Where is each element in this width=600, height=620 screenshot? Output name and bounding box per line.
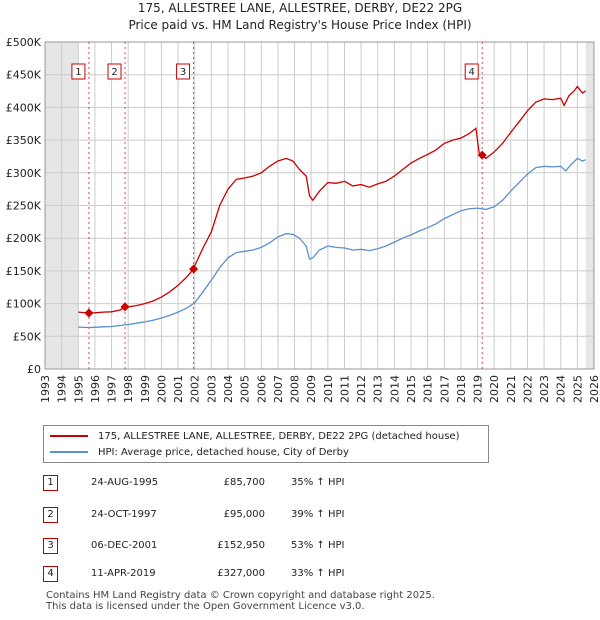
x-tick-label: 2006	[255, 375, 268, 403]
x-tick-label: 2023	[538, 375, 551, 403]
sale-label: 1	[75, 67, 81, 78]
x-tick-label: 1997	[106, 375, 119, 403]
sale-point	[84, 308, 94, 318]
x-tick-label: 2001	[172, 375, 185, 403]
y-tick-label: £450K	[6, 69, 42, 82]
x-tick-label: 1999	[139, 375, 152, 403]
x-tick-label: 2025	[571, 375, 584, 403]
hpi-series-line	[78, 157, 586, 329]
x-tick-label: 1994	[56, 375, 69, 403]
x-tick-label: 2008	[289, 375, 302, 403]
x-tick-label: 1996	[89, 375, 102, 403]
x-tick-label: 2011	[338, 375, 351, 403]
transaction-date: 24-AUG-1995	[91, 477, 159, 488]
sale-label: 4	[469, 67, 475, 78]
transaction-price: £152,950	[217, 540, 265, 551]
x-tick-label: 2020	[488, 375, 501, 403]
x-tick-label: 2000	[155, 375, 168, 403]
legend: 175, ALLESTREE LANE, ALLESTREE, DERBY, D…	[43, 425, 489, 463]
x-tick-label: 2024	[555, 375, 568, 403]
y-tick-label: £500K	[6, 36, 42, 49]
x-tick-label: 1995	[72, 375, 85, 403]
x-tick-label: 2002	[189, 375, 202, 403]
sale-point	[189, 264, 199, 274]
x-tick-label: 2012	[355, 375, 368, 403]
transaction-date: 11-APR-2019	[91, 568, 156, 579]
transaction-marker-label: 2	[43, 507, 58, 523]
property-series-line	[78, 85, 587, 314]
chart-subtitle: Price paid vs. HM Land Registry's House …	[128, 18, 472, 32]
sale-label: 2	[111, 67, 117, 78]
transaction-marker-label: 4	[43, 566, 58, 582]
x-tick-label: 2016	[422, 375, 435, 403]
x-tick-label: 2019	[472, 375, 485, 403]
legend-swatch-hpi	[50, 451, 88, 453]
x-tick-label: 2026	[588, 375, 600, 403]
sale-label-box	[176, 63, 191, 80]
x-tick-label: 2021	[505, 375, 518, 403]
legend-label-property: 175, ALLESTREE LANE, ALLESTREE, DERBY, D…	[98, 430, 460, 442]
legend-swatch-property	[50, 435, 88, 437]
x-tick-label: 2010	[322, 375, 335, 403]
y-tick-label: £200K	[6, 232, 42, 245]
x-tick-label: 1998	[122, 375, 135, 403]
transaction-price: £95,000	[223, 509, 265, 520]
x-tick-label: 2003	[205, 375, 218, 403]
y-tick-label: £350K	[6, 134, 42, 147]
transaction-date: 24-OCT-1997	[91, 509, 157, 520]
x-tick-label: 2022	[521, 375, 534, 403]
price-chart: £0 £50K £100K £150K £200K £250K £300K £350K £400…	[6, 36, 600, 403]
y-tick-label: £250K	[6, 200, 42, 213]
x-tick-label: 2004	[222, 375, 235, 403]
sale-label: 3	[180, 67, 186, 78]
x-tick-label: 2018	[455, 375, 468, 403]
y-tick-label: £300K	[6, 167, 42, 180]
sale-label-box	[107, 63, 122, 80]
transaction-hpi-change: 53% ↑ HPI	[291, 540, 345, 551]
x-tick-label: 2017	[438, 375, 451, 403]
transaction-price: £85,700	[223, 477, 265, 488]
transaction-price: £327,000	[217, 568, 265, 579]
y-tick-label: £50K	[13, 330, 42, 343]
x-tick-label: 2013	[372, 375, 385, 403]
y-tick-label: £0	[27, 363, 41, 376]
legend-item-property: 175, ALLESTREE LANE, ALLESTREE, DERBY, D…	[50, 429, 459, 443]
transaction-hpi-change: 39% ↑ HPI	[291, 509, 345, 520]
transaction-marker-label: 3	[43, 538, 58, 554]
transaction-marker-label: 1	[43, 475, 58, 491]
sale-label-box	[71, 63, 86, 80]
x-tick-label: 2014	[388, 375, 401, 403]
x-tick-label: 2009	[305, 375, 318, 403]
x-tick-label: 1993	[39, 375, 52, 403]
legend-item-hpi: HPI: Average price, detached house, City…	[50, 445, 349, 459]
footer-licence: This data is licensed under the Open Gov…	[46, 601, 365, 612]
transaction-date: 06-DEC-2001	[91, 540, 158, 551]
chart-title: 175, ALLESTREE LANE, ALLESTREE, DERBY, D…	[137, 1, 463, 15]
sale-point	[477, 150, 487, 160]
footer-copyright: Contains HM Land Registry data © Crown c…	[46, 590, 435, 601]
x-tick-label: 2007	[272, 375, 285, 403]
transaction-hpi-change: 35% ↑ HPI	[291, 477, 345, 488]
y-tick-label: £400K	[6, 101, 42, 114]
transaction-hpi-change: 33% ↑ HPI	[291, 568, 345, 579]
x-tick-label: 2015	[405, 375, 418, 403]
x-tick-label: 2005	[239, 375, 252, 403]
y-tick-label: £150K	[6, 265, 42, 278]
sale-label-box	[464, 63, 479, 80]
legend-label-hpi: HPI: Average price, detached house, City…	[98, 446, 349, 458]
sale-point	[120, 302, 130, 312]
plot-border	[44, 41, 595, 370]
y-tick-label: £100K	[6, 298, 42, 311]
